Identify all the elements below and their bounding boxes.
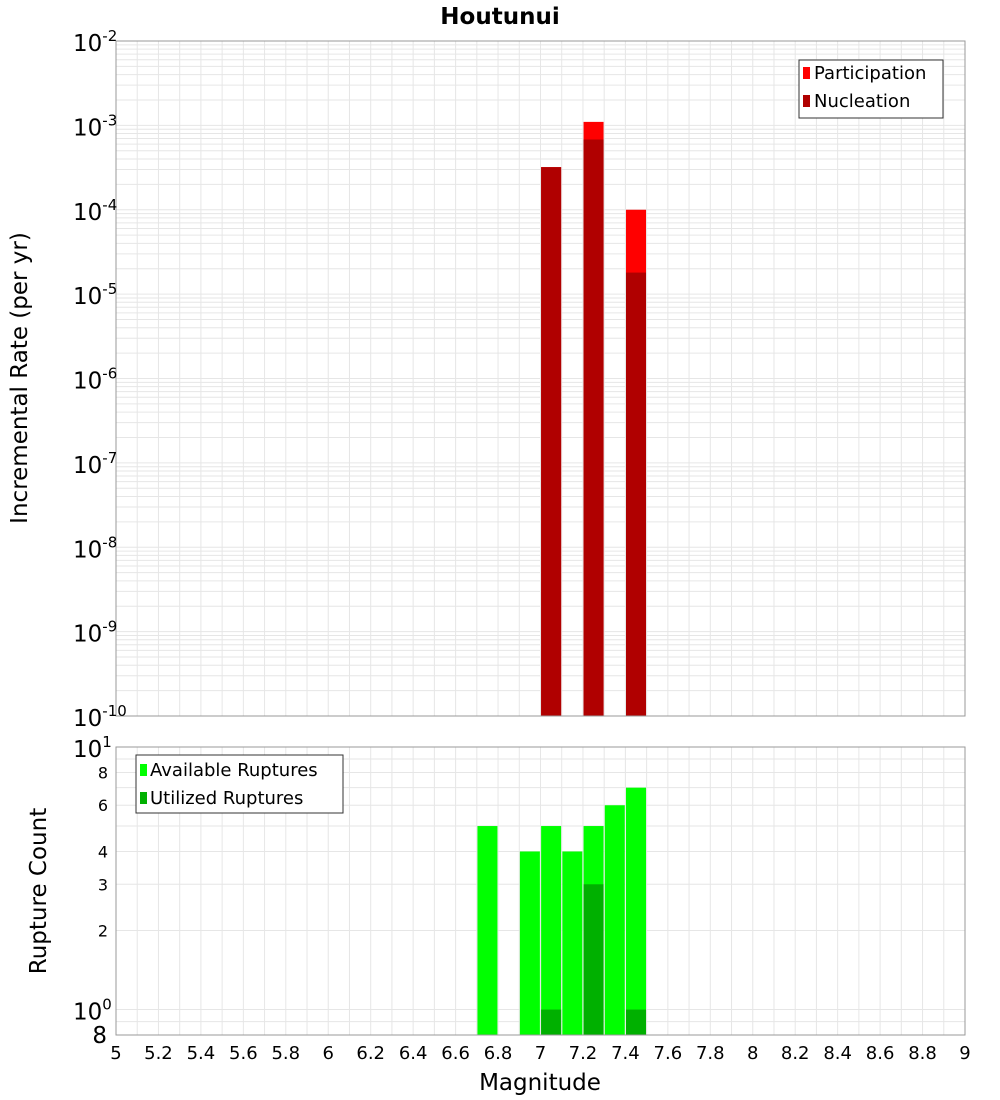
available-ruptures-bar [604, 805, 625, 1035]
x-tick-label: 8.8 [908, 1043, 937, 1064]
bottom-y-axis-label: Rupture Count [26, 808, 52, 974]
x-tick-label: 5 [110, 1043, 121, 1064]
x-tick-label: 8.6 [866, 1043, 895, 1064]
utilized-ruptures-bar [626, 1009, 647, 1035]
x-tick-label: 6 [323, 1043, 334, 1064]
top-y-tick-label: 10-6 [73, 365, 117, 395]
utilized-ruptures-bar [541, 1009, 562, 1035]
utilized-ruptures-legend-label: Utilized Ruptures [150, 788, 303, 809]
x-tick-label: 8 [747, 1043, 758, 1064]
participation-legend-label: Participation [814, 63, 926, 84]
top-legend-box [798, 59, 944, 119]
available-ruptures-bar [519, 851, 540, 1035]
x-tick-label: 5.6 [229, 1043, 258, 1064]
available-ruptures-legend-label: Available Ruptures [150, 760, 318, 781]
nucleation-legend-label: Nucleation [814, 91, 910, 112]
top-y-tick-label: 10-10 [73, 702, 127, 732]
x-tick-label: 7 [535, 1043, 546, 1064]
top-y-tick-label: 10-7 [73, 449, 117, 479]
x-tick-labels: 5 5.2 5.4 5.6 5.8 6 6.2 6.4 6.6 6.8 7 7.2 7.4 7.6 7.8 8… [110, 1043, 970, 1064]
bottom-y-tick-label: 101 [73, 733, 112, 763]
x-tick-label: 6.2 [356, 1043, 385, 1064]
x-tick-label: 5.4 [187, 1043, 216, 1064]
available-ruptures-bar [541, 826, 562, 1035]
bottom-y-tick-label: 8 [92, 1023, 107, 1049]
top-y-tick-label: 10-3 [73, 111, 117, 141]
x-tick-label: 6.4 [399, 1043, 428, 1064]
x-tick-label: 6.6 [441, 1043, 470, 1064]
chart-title: Houtunui [440, 4, 559, 30]
nucleation-bar [541, 167, 562, 716]
nucleation-bar [583, 139, 604, 716]
available-ruptures-bar [562, 851, 583, 1035]
bottom-legend-box [135, 754, 344, 814]
top-y-tick-label: 10-5 [73, 280, 117, 310]
utilized-ruptures-bar [583, 884, 604, 1035]
x-tick-label: 6.8 [484, 1043, 513, 1064]
top-y-tick-label: 10-2 [73, 27, 117, 57]
bottom-y-tick-label: 4 [98, 842, 108, 861]
participation-legend-swatch [803, 67, 810, 79]
bottom-y-tick-label: 6 [98, 796, 108, 815]
x-tick-label: 8.2 [781, 1043, 810, 1064]
available-ruptures-bar [477, 826, 498, 1035]
bottom-legend: Available Ruptures Utilized Ruptures [135, 754, 344, 814]
x-tick-label: 7.2 [569, 1043, 598, 1064]
top-legend: Participation Nucleation [798, 59, 944, 119]
x-tick-label: 7.4 [611, 1043, 640, 1064]
x-tick-label: 5.2 [144, 1043, 173, 1064]
top-y-tick-labels: 10-10 10-9 10-8 10-7 10-6 10-5 10-4 10-3 10-2 [73, 27, 127, 732]
nucleation-bar [626, 272, 647, 716]
top-plot-frame [115, 40, 966, 717]
x-tick-label: 8.4 [823, 1043, 852, 1064]
bottom-bars [477, 787, 647, 1035]
top-y-tick-label: 10-9 [73, 618, 117, 648]
bottom-plot-frame [115, 746, 966, 1036]
available-ruptures-bar [626, 787, 647, 1035]
top-y-tick-label: 10-4 [73, 196, 117, 226]
available-ruptures-legend-swatch [140, 764, 147, 776]
nucleation-legend-swatch [803, 95, 810, 107]
bottom-y-tick-label: 8 [98, 763, 108, 782]
x-tick-label: 7.6 [654, 1043, 683, 1064]
bottom-y-tick-label: 2 [98, 922, 108, 941]
bottom-y-tick-label: 3 [98, 875, 108, 894]
x-tick-label: 7.8 [696, 1043, 725, 1064]
utilized-ruptures-legend-swatch [140, 792, 147, 804]
top-grid [115, 41, 966, 717]
top-bars [541, 121, 647, 716]
top-y-axis-label: Incremental Rate (per yr) [7, 232, 33, 524]
bottom-y-tick-label: 100 [73, 996, 112, 1026]
x-tick-label: 5.8 [271, 1043, 300, 1064]
x-tick-label: 9 [959, 1043, 970, 1064]
x-axis-label: Magnitude [479, 1070, 601, 1096]
top-y-tick-label: 10-8 [73, 533, 117, 563]
